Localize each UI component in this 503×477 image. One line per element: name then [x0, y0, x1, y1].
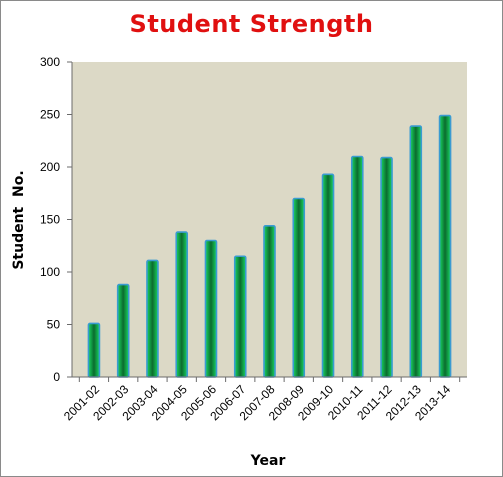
- bar: [146, 259, 159, 378]
- bar: [438, 114, 452, 378]
- y-tick-label: 150: [40, 213, 60, 227]
- y-tick-label: 200: [40, 160, 60, 174]
- x-axis-title: Year: [250, 453, 286, 469]
- bar: [233, 255, 247, 378]
- y-tick-label: 300: [40, 55, 60, 69]
- bar: [292, 197, 306, 378]
- bar: [263, 225, 276, 378]
- y-tick-label: 0: [53, 370, 60, 384]
- bar: [380, 156, 393, 378]
- y-tick-label: 100: [40, 265, 60, 279]
- y-tick-label: 50: [47, 318, 61, 332]
- bar: [87, 322, 101, 378]
- bar: [175, 231, 189, 378]
- bar: [409, 125, 423, 378]
- y-tick-label: 250: [40, 108, 60, 122]
- bar: [321, 173, 335, 378]
- bar: [350, 155, 364, 378]
- bar: [116, 283, 130, 378]
- bar: [204, 239, 218, 378]
- chart-title: Student Strength: [129, 10, 374, 38]
